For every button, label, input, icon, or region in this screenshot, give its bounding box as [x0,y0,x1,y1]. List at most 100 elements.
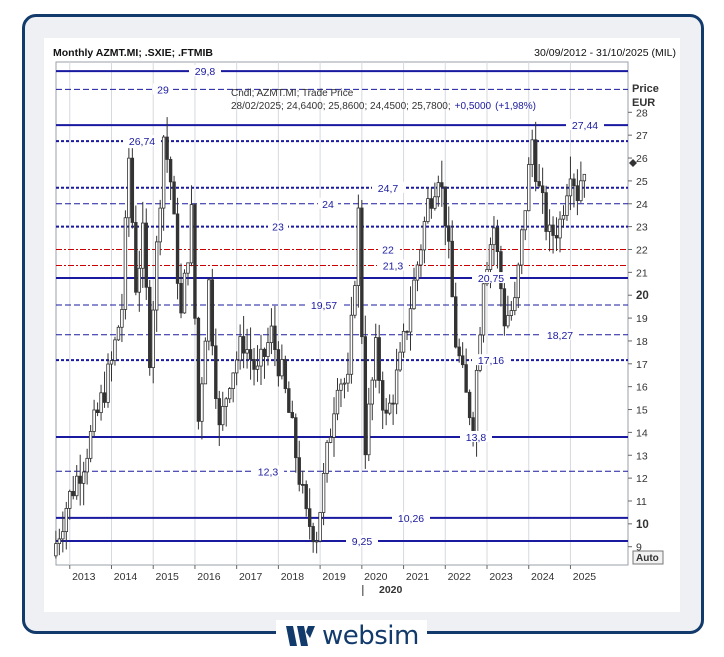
candle-body [346,373,350,384]
candle-body [394,369,399,405]
candle-body [64,508,68,533]
candle-body [224,398,228,407]
y-tick-label: 19 [636,313,648,325]
y-tick-label: 11 [636,496,647,508]
y-axis: 9 10 11 12 13 14 15 16 17 18 19 20 21 22 23 24 25 26 27 28 [628,107,649,554]
candle-body [92,409,96,432]
x-tick-label: 2016 [197,571,221,583]
candle-body [123,217,128,310]
y-tick-label: 16 [636,382,648,394]
level-label: 13,8 [466,432,487,444]
candle-body [533,139,538,182]
y-tick-label: 20 [636,290,649,302]
y-tick-label: 26 [636,153,648,165]
currency-label: EUR [632,97,655,109]
legend-line1: Cndl; AZMT.MI; Trade Price [231,88,354,99]
price-axis-label: Price [632,83,659,95]
candle-body [523,210,527,231]
candle-body [342,382,347,385]
x-tick-label: 2023 [489,571,513,583]
candle-body [78,475,82,484]
auto-button[interactable]: Auto [632,550,664,565]
candle-body [387,402,392,414]
candle-body [137,267,142,293]
candle-body [374,337,378,381]
candle-body [314,540,319,543]
level-label: 17,16 [478,355,504,367]
x-tick-label: 2013 [72,571,96,583]
x-tick-label: 2020 [364,571,388,583]
candle-body [269,325,274,344]
candle-body [158,207,162,243]
candle-body [339,383,343,391]
candle-body [572,178,576,187]
x-tick-label: 2019 [322,571,346,583]
candle-body [241,336,246,354]
y-tick-label: 9 [636,542,642,554]
candle-body [245,349,249,354]
y-tick-label: 18 [636,336,648,348]
level-label-bg [268,220,288,232]
candle-body [248,349,253,360]
y-tick-label: 21 [636,267,648,279]
level-label-bg [392,511,430,523]
candle-body [551,224,555,236]
candle-body [363,336,368,456]
legend-change-pct: (+1,98%) [495,101,536,112]
level-label-bg [346,534,378,546]
level-label-bg [460,430,492,442]
candle-body [426,198,430,222]
level-label-bg [123,135,161,147]
candle-body [502,288,507,327]
candle-body [513,297,517,311]
brand-logo: websim [276,620,427,652]
candle-body [474,369,479,436]
candle-body [436,182,441,198]
candle-body [297,457,301,485]
candle-body [537,181,541,187]
legend-ohlc: 28/02/2025; 24,6400; 25,8600; 24,4500; 2… [231,101,451,112]
candle-body [561,215,566,220]
level-label: 24 [322,199,334,211]
level-label: 21,3 [383,260,404,272]
candle-body [196,317,201,422]
candle-body [398,351,402,371]
x-tick-label: 2022 [448,571,472,583]
level-label-bg [372,181,404,193]
candle-body [95,409,100,413]
candle-body [575,185,580,202]
candle-body [443,186,447,227]
candle-body [558,218,562,239]
level-label: 18,27 [547,330,573,342]
candle-body [488,244,493,270]
candle-body [450,240,454,298]
candles [54,117,587,559]
brand-name: websim [322,621,419,651]
y-tick-label: 13 [636,450,648,462]
y-tick-label: 15 [636,405,648,417]
candle-body [481,283,486,336]
candle-body [328,437,333,443]
legend-line2: 28/02/2025; 24,6400; 25,8600; 24,4500; 2… [231,101,536,112]
candle-body [276,349,281,377]
x-tick-label: 2015 [156,571,180,583]
candle-body [75,475,79,497]
candle-body [151,309,155,369]
legend-change: +0,5000 [455,101,492,112]
candle-body [214,345,218,399]
candle-body [460,355,465,366]
last-price-marker [629,159,637,168]
candle-body [582,173,587,182]
candle-body [440,182,444,188]
candle-body [516,264,520,299]
candle-body [520,229,524,266]
candle-body [280,359,284,377]
candle-body [116,326,121,341]
x-tick-label: 2018 [281,571,305,583]
auto-button-label: Auto [636,553,659,564]
candle-body [228,388,232,400]
chart-title: Monthly AZMT.MI; .SXIE; .FTMIB [53,47,214,59]
candle-body [294,417,298,459]
x-tick-label: 2025 [573,571,597,583]
candle-body [193,204,197,319]
